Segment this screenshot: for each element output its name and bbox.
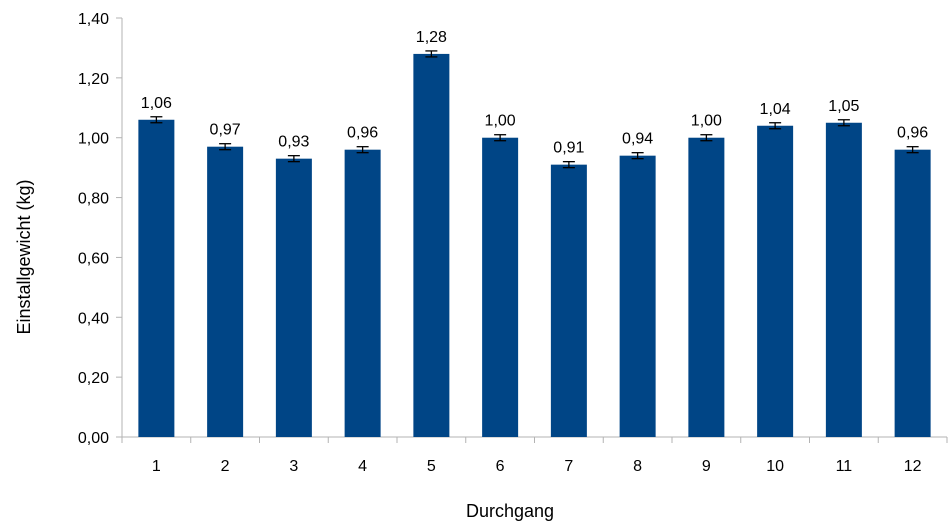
bar <box>482 137 519 437</box>
bars <box>138 53 931 438</box>
data-label: 1,00 <box>691 113 722 130</box>
y-tick-label: 0,00 <box>78 430 109 447</box>
y-tick-label: 1,40 <box>78 11 109 28</box>
x-tick-label: 3 <box>289 458 298 475</box>
data-label: 1,05 <box>828 98 859 115</box>
bar <box>413 53 450 438</box>
bar <box>207 146 244 437</box>
y-tick-label: 0,80 <box>78 191 109 208</box>
bar <box>757 125 794 437</box>
error-bars <box>150 50 919 169</box>
data-label: 1,04 <box>760 101 791 118</box>
y-tick-label: 0,20 <box>78 370 109 387</box>
bar <box>275 158 312 437</box>
data-label: 0,93 <box>278 134 309 151</box>
data-label: 1,28 <box>416 29 447 46</box>
y-tick-label: 1,00 <box>78 131 109 148</box>
y-axis: 0,00 0,20 0,40 0,60 0,80 1,00 1,20 1,40 <box>78 11 123 447</box>
x-tick-label: 8 <box>633 458 642 475</box>
y-axis-title: Einstallgewicht (kg) <box>14 179 34 334</box>
data-label: 0,96 <box>347 125 378 142</box>
data-label: 0,94 <box>622 131 653 148</box>
bar <box>138 119 175 437</box>
bar <box>344 149 381 437</box>
bar <box>894 149 931 437</box>
data-label: 0,96 <box>897 125 928 142</box>
x-tick-label: 6 <box>496 458 505 475</box>
y-tick-label: 1,20 <box>78 71 109 88</box>
x-tick-label: 10 <box>766 458 784 475</box>
x-tick-label: 5 <box>427 458 436 475</box>
bar <box>825 122 862 437</box>
data-label: 0,91 <box>553 140 584 157</box>
x-tick-label: 1 <box>152 458 161 475</box>
x-tick-label: 11 <box>836 458 853 475</box>
data-label: 1,00 <box>485 113 516 130</box>
bar <box>550 164 587 437</box>
data-label: 1,06 <box>141 95 172 112</box>
x-tick-label: 12 <box>904 458 922 475</box>
x-tick-label: 7 <box>564 458 573 475</box>
x-tick-label: 2 <box>221 458 230 475</box>
x-axis-title: Durchgang <box>466 501 554 521</box>
y-tick-label: 0,60 <box>78 250 109 267</box>
x-axis: 1 2 3 4 5 6 7 8 9 10 11 12 <box>121 436 948 475</box>
x-tick-label: 4 <box>358 458 367 475</box>
data-labels: 1,06 0,97 0,93 0,96 1,28 1,00 0,91 0,94 1,00 1,04… <box>141 29 928 157</box>
data-label: 0,97 <box>210 122 241 139</box>
bar <box>619 155 656 437</box>
y-tick-label: 0,40 <box>78 310 109 327</box>
bar <box>688 137 725 437</box>
x-tick-label: 9 <box>702 458 711 475</box>
